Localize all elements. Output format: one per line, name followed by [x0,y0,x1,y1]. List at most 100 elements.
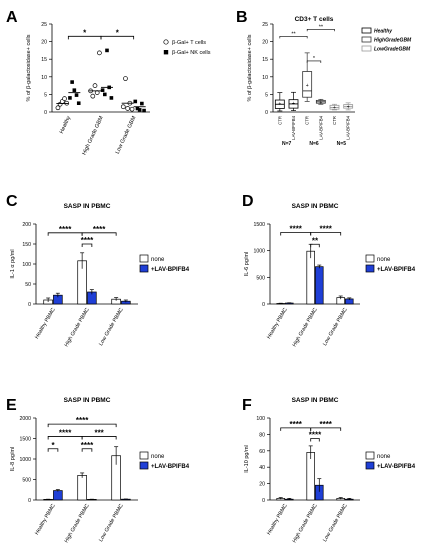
panel-e-y-axis-label: IL-8 pg/ml [10,447,16,471]
panel-e-y-tick-label: 0 [28,498,31,504]
panel-c-panel-letter: C [6,193,18,210]
panel-b-legend-label: HighGradeGBM [374,38,412,44]
panel-b-mean-marker: + [306,83,309,89]
panel-e-bar-none [77,475,87,501]
panel-b-legend-label: Healthy [374,29,392,35]
panel-f-y-tick-label: 60 [259,449,265,455]
panel-e-y-tick-label: 1000 [19,457,31,463]
panel-c: C SASP IN PBMC 0 50 100 150 200 IL-1 α pg/ml Hea… [6,193,190,348]
panel-f-title: SASP IN PBMC [292,397,339,404]
panel-e-y-tick-label: 1500 [19,437,31,443]
panel-b-y-tick-label: 25 [262,22,268,28]
panel-b-significance-label: ** [291,31,296,37]
panel-f-y-tick-label: 40 [259,465,265,471]
panel-c-y-tick-label: 150 [22,242,31,248]
panel-d-bar-none [306,250,315,305]
panel-a-point-nk-cell [135,106,140,111]
panel-e-y-tick-label: 500 [22,478,31,484]
panel-a-point-nk-cell [100,88,105,92]
panel-b-tick-label: LAV-BPIFB4 [318,115,323,139]
panel-b-legend-swatch [361,36,372,43]
panel-a-point-nk-cell [142,108,146,113]
panel-d-y-tick-label: 1000 [253,249,265,255]
panel-e-panel-letter: E [6,397,17,414]
panel-d-significance-label: ** [312,236,319,245]
panel-a-y-tick-label: 0 [44,110,47,116]
panel-d-legend-swatch [365,264,375,273]
panel-a-point-t-cell [90,93,96,99]
panel-b-mean-marker: + [278,102,281,108]
panel-b-panel-letter: B [236,9,248,26]
panel-e-significance-label: **** [59,428,72,437]
panel-a-point-t-cell [55,105,61,111]
panel-f-legend-swatch [365,451,375,460]
panel-b-tick-label: LAV-BPIFB4 [291,115,296,139]
panel-b-significance-bracket [279,36,308,39]
panel-a-y-tick-label: 10 [41,75,47,81]
panel-a-point-nk-cell [109,96,114,100]
panel-c-category-label: Healthy PBMC [34,307,57,340]
panel-b-significance-label: ** [319,24,324,30]
panel-c-category-label: Low Grade PBMC [98,307,125,347]
panel-d-significance-label: **** [319,225,332,234]
panel-e-legend-label: +LAV-BPIFB4 [151,464,190,470]
panel-f-significance-bracket [310,427,342,431]
panel-f-category-label: High Grade PBMC [292,503,319,544]
panel-d-significance-bracket [310,243,320,248]
panel-e-category-label: High Grade PBMC [64,503,91,544]
panel-b-significance-bracket [306,28,335,32]
panel-b-y-tick-label: 15 [262,57,268,63]
panel-f-category-label: Healthy PBMC [266,503,289,536]
panel-c-legend-swatch [139,254,149,263]
panel-a-point-t-cell [129,106,135,112]
panel-e-significance-label: **** [76,416,89,425]
panel-b-y-tick-label: 10 [262,75,268,81]
panel-d-category-label: High Grade PBMC [292,307,319,348]
panel-c-y-tick-label: 100 [22,262,31,268]
panel-c-significance-bracket [81,243,93,247]
panel-d-title: SASP IN PBMC [292,203,339,210]
panel-e-category-label: Healthy PBMC [34,503,57,536]
panel-c-significance-label: **** [93,225,106,234]
panel-f-legend-label: +LAV-BPIFB4 [377,464,416,470]
panel-b-mean-marker: + [319,100,322,106]
panel-c-title: SASP IN PBMC [64,203,111,210]
panel-e-legend-swatch [139,451,149,460]
panel-c-y-axis-label: IL-1 α pg/ml [10,249,16,278]
panel-f-category-label: Low Grade PBMC [322,503,349,543]
panel-f-bar-none [306,452,315,501]
panel-d: D SASP IN PBMC 0 500 1000 1500 IL-6 pg/ml Healt… [242,193,416,348]
panel-e-significance-label: *** [94,428,104,437]
panel-e-bar-lav-bpifb4 [53,490,63,501]
panel-a-category-label: Low Grade GBM [115,115,138,155]
panel-f-legend-swatch [365,461,375,470]
panel-a-y-tick-label: 15 [41,57,47,63]
panel-a-point-nk-cell [133,99,138,104]
panel-b-legend-swatch [361,27,372,34]
panel-f-significance-bracket [310,438,320,442]
panel-e-legend-label: none [151,454,165,460]
panel-b-title: CD3+ T cells [295,16,334,23]
panel-a-legend-marker-nk-cell [163,50,169,55]
panel-f-y-tick-label: 80 [259,432,265,438]
panel-a-y-axis-label: % of β-galactosidase+ cells [26,34,32,101]
panel-c-significance-label: **** [81,236,94,245]
panel-a-point-t-cell [62,96,67,101]
panel-a-panel-letter: A [6,9,18,26]
panel-f-significance-label: **** [309,431,322,440]
panel-b-group-label: N=7 [282,141,292,147]
panel-a-point-nk-cell [140,101,144,106]
panel-e-significance-bracket [81,436,117,440]
panel-a-legend-label: β-Gal+ T cells [172,40,206,46]
panel-a-category-label: Healthy [59,115,72,135]
panel-d-y-tick-label: 0 [262,302,265,308]
panel-b-group-label: N=6 [309,141,319,147]
panel-d-category-label: Low Grade PBMC [322,307,349,347]
panel-b-mean-marker: + [292,101,295,107]
panel-c-significance-label: **** [59,225,72,234]
panel-b-tick-label: CTR [305,116,310,125]
panel-a-point-nk-cell [68,96,72,100]
panel-f: F SASP IN PBMC 0 20 40 60 80 100 IL-10 pg/ml Heal… [242,397,416,544]
panel-e-y-tick-label: 2000 [19,416,31,422]
